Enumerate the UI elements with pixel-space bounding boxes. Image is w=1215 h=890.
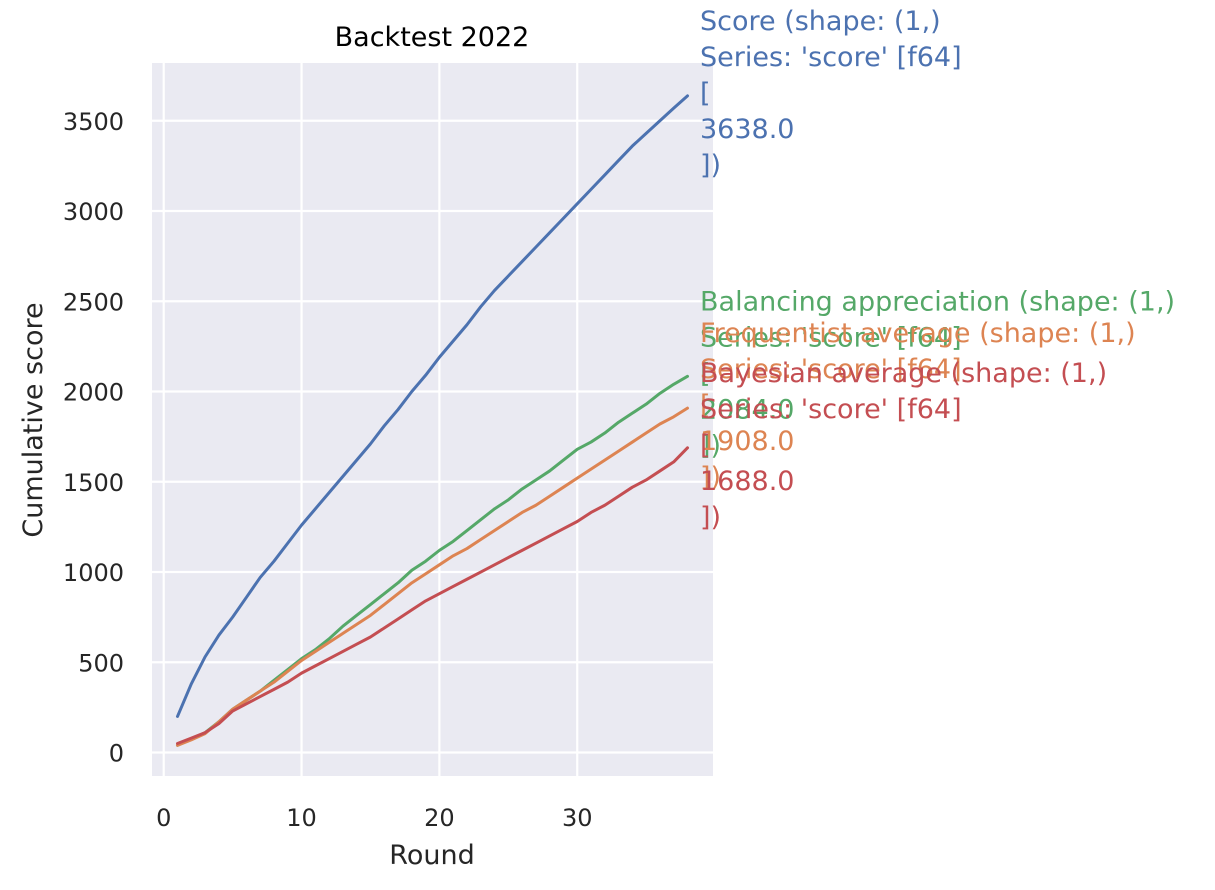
x-tick-label: 10 (286, 804, 317, 832)
annotation-bayesian-average: Bayesian average (shape: (1,) Series: 'sc… (700, 358, 1107, 533)
annotation-line: [ (700, 430, 711, 461)
annotation-line: ]) (700, 430, 721, 461)
y-tick-label: 1000 (63, 559, 124, 587)
annotation-line: ]) (700, 462, 721, 493)
series-line-score (176, 94, 689, 718)
annotation-line: [ (700, 390, 711, 421)
y-tick-label: 500 (78, 649, 124, 677)
annotation-line: [ (700, 78, 711, 109)
annotation-line: 3638.0 (700, 114, 794, 145)
annotation-frequentist-average: Frequentist average (shape: (1,)Series: … (700, 318, 1136, 493)
annotation-line: [ (700, 358, 711, 389)
y-tick-label: 3000 (63, 198, 124, 226)
chart-title: Backtest 2022 (335, 22, 530, 53)
annotation-line: 1908.0 (700, 426, 794, 457)
plot-background (152, 63, 713, 776)
tick-labels: 0 10 20 30 0 500 1000 1500 2000 2500 3000 3500 (63, 108, 593, 832)
annotation-line: Bayesian average (shape: (1,) (700, 358, 1107, 389)
annotation-line: ]) (700, 502, 721, 533)
annotation-line: Series: 'score' [f64] (700, 354, 962, 385)
x-tick-label: 20 (424, 804, 455, 832)
y-axis-label: Cumulative score (18, 302, 49, 537)
annotation-line: Balancing appreciation (shape: (1,) (700, 286, 1175, 317)
x-tick-label: 0 (156, 804, 171, 832)
annotation-score: Score (shape: (1,) Series: 'score' [f64] [… (700, 6, 962, 181)
y-tick-label: 1500 (63, 469, 124, 497)
y-tick-label: 2000 (63, 379, 124, 407)
x-axis-label: Round (389, 840, 474, 871)
annotations: Score (shape: (1,)Series: 'score' [f64][… (700, 6, 1175, 533)
y-tick-label: 3500 (63, 108, 124, 136)
grid (152, 63, 713, 776)
series-lines (176, 94, 689, 747)
annotation-line: ]) (700, 150, 721, 181)
annotation-line: 2084.0 (700, 394, 794, 425)
annotation-line: Series: 'score' [f64] (700, 394, 962, 425)
annotation-line: Score (shape: (1,) (700, 6, 941, 37)
annotation-line: Frequentist average (shape: (1,) (700, 318, 1136, 349)
annotation-balancing-appreciation: Balancing appreciation (shape: (1,) Serie… (700, 286, 1175, 461)
annotation-line: Series: 'score' [f64] (700, 42, 962, 73)
annotation-line: 1688.0 (700, 466, 794, 497)
series-line-frequentist-average (176, 406, 689, 747)
y-tick-label: 2500 (63, 288, 124, 316)
annotation-line: Series: 'score' [f64] (700, 322, 962, 353)
series-line-bayesian-average (176, 446, 689, 746)
y-tick-label: 0 (109, 740, 124, 768)
x-tick-label: 30 (562, 804, 593, 832)
